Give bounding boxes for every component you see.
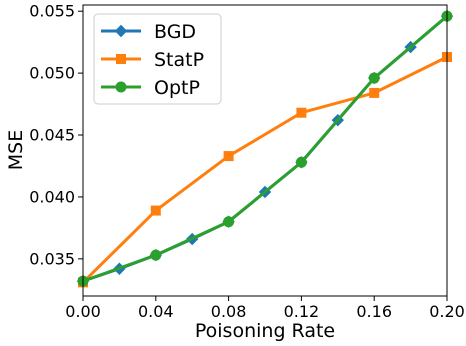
data-point-statp [223,151,234,162]
x-tick-label: 0.12 [284,302,320,321]
legend-label-statp: StatP [154,49,204,71]
y-tick-label: 0.055 [29,2,75,21]
x-axis: 0.00 0.04 0.08 0.12 0.16 0.20 [65,296,465,321]
y-tick-label: 0.050 [29,64,75,83]
legend-marker-statp [116,54,126,64]
y-tick-label: 0.040 [29,187,75,206]
legend-label-bgd: BGD [154,21,196,43]
data-point-statp [369,87,380,98]
x-tick-label: 0.00 [65,302,101,321]
series-line-optp [82,15,448,283]
legend-box [93,13,222,105]
y-tick-label: 0.035 [29,249,75,268]
y-tick-label: 0.045 [29,126,75,145]
legend-marker-optp [115,81,127,93]
x-axis-label: Poisoning Rate [195,320,335,342]
data-point-optp [150,249,162,261]
legend: BGD StatP OptP [93,13,222,105]
x-tick-label: 0.16 [356,302,392,321]
data-point-optp [368,72,380,84]
x-tick-label: 0.20 [429,302,465,321]
legend-label-optp: OptP [154,77,200,99]
data-point-optp [223,216,235,228]
data-point-statp [296,107,307,118]
x-tick-label: 0.08 [211,302,247,321]
plot-layer [76,9,454,288]
data-point-optp [295,156,307,168]
plot-frame [82,4,448,297]
x-tick-label: 0.04 [138,302,174,321]
y-axis: 0.035 0.040 0.045 0.050 0.055 [29,2,83,268]
series-line-statp [81,55,448,284]
y-axis-label: MSE [5,130,27,170]
data-point-statp [150,205,161,216]
legend-marker-bgd [114,24,128,38]
